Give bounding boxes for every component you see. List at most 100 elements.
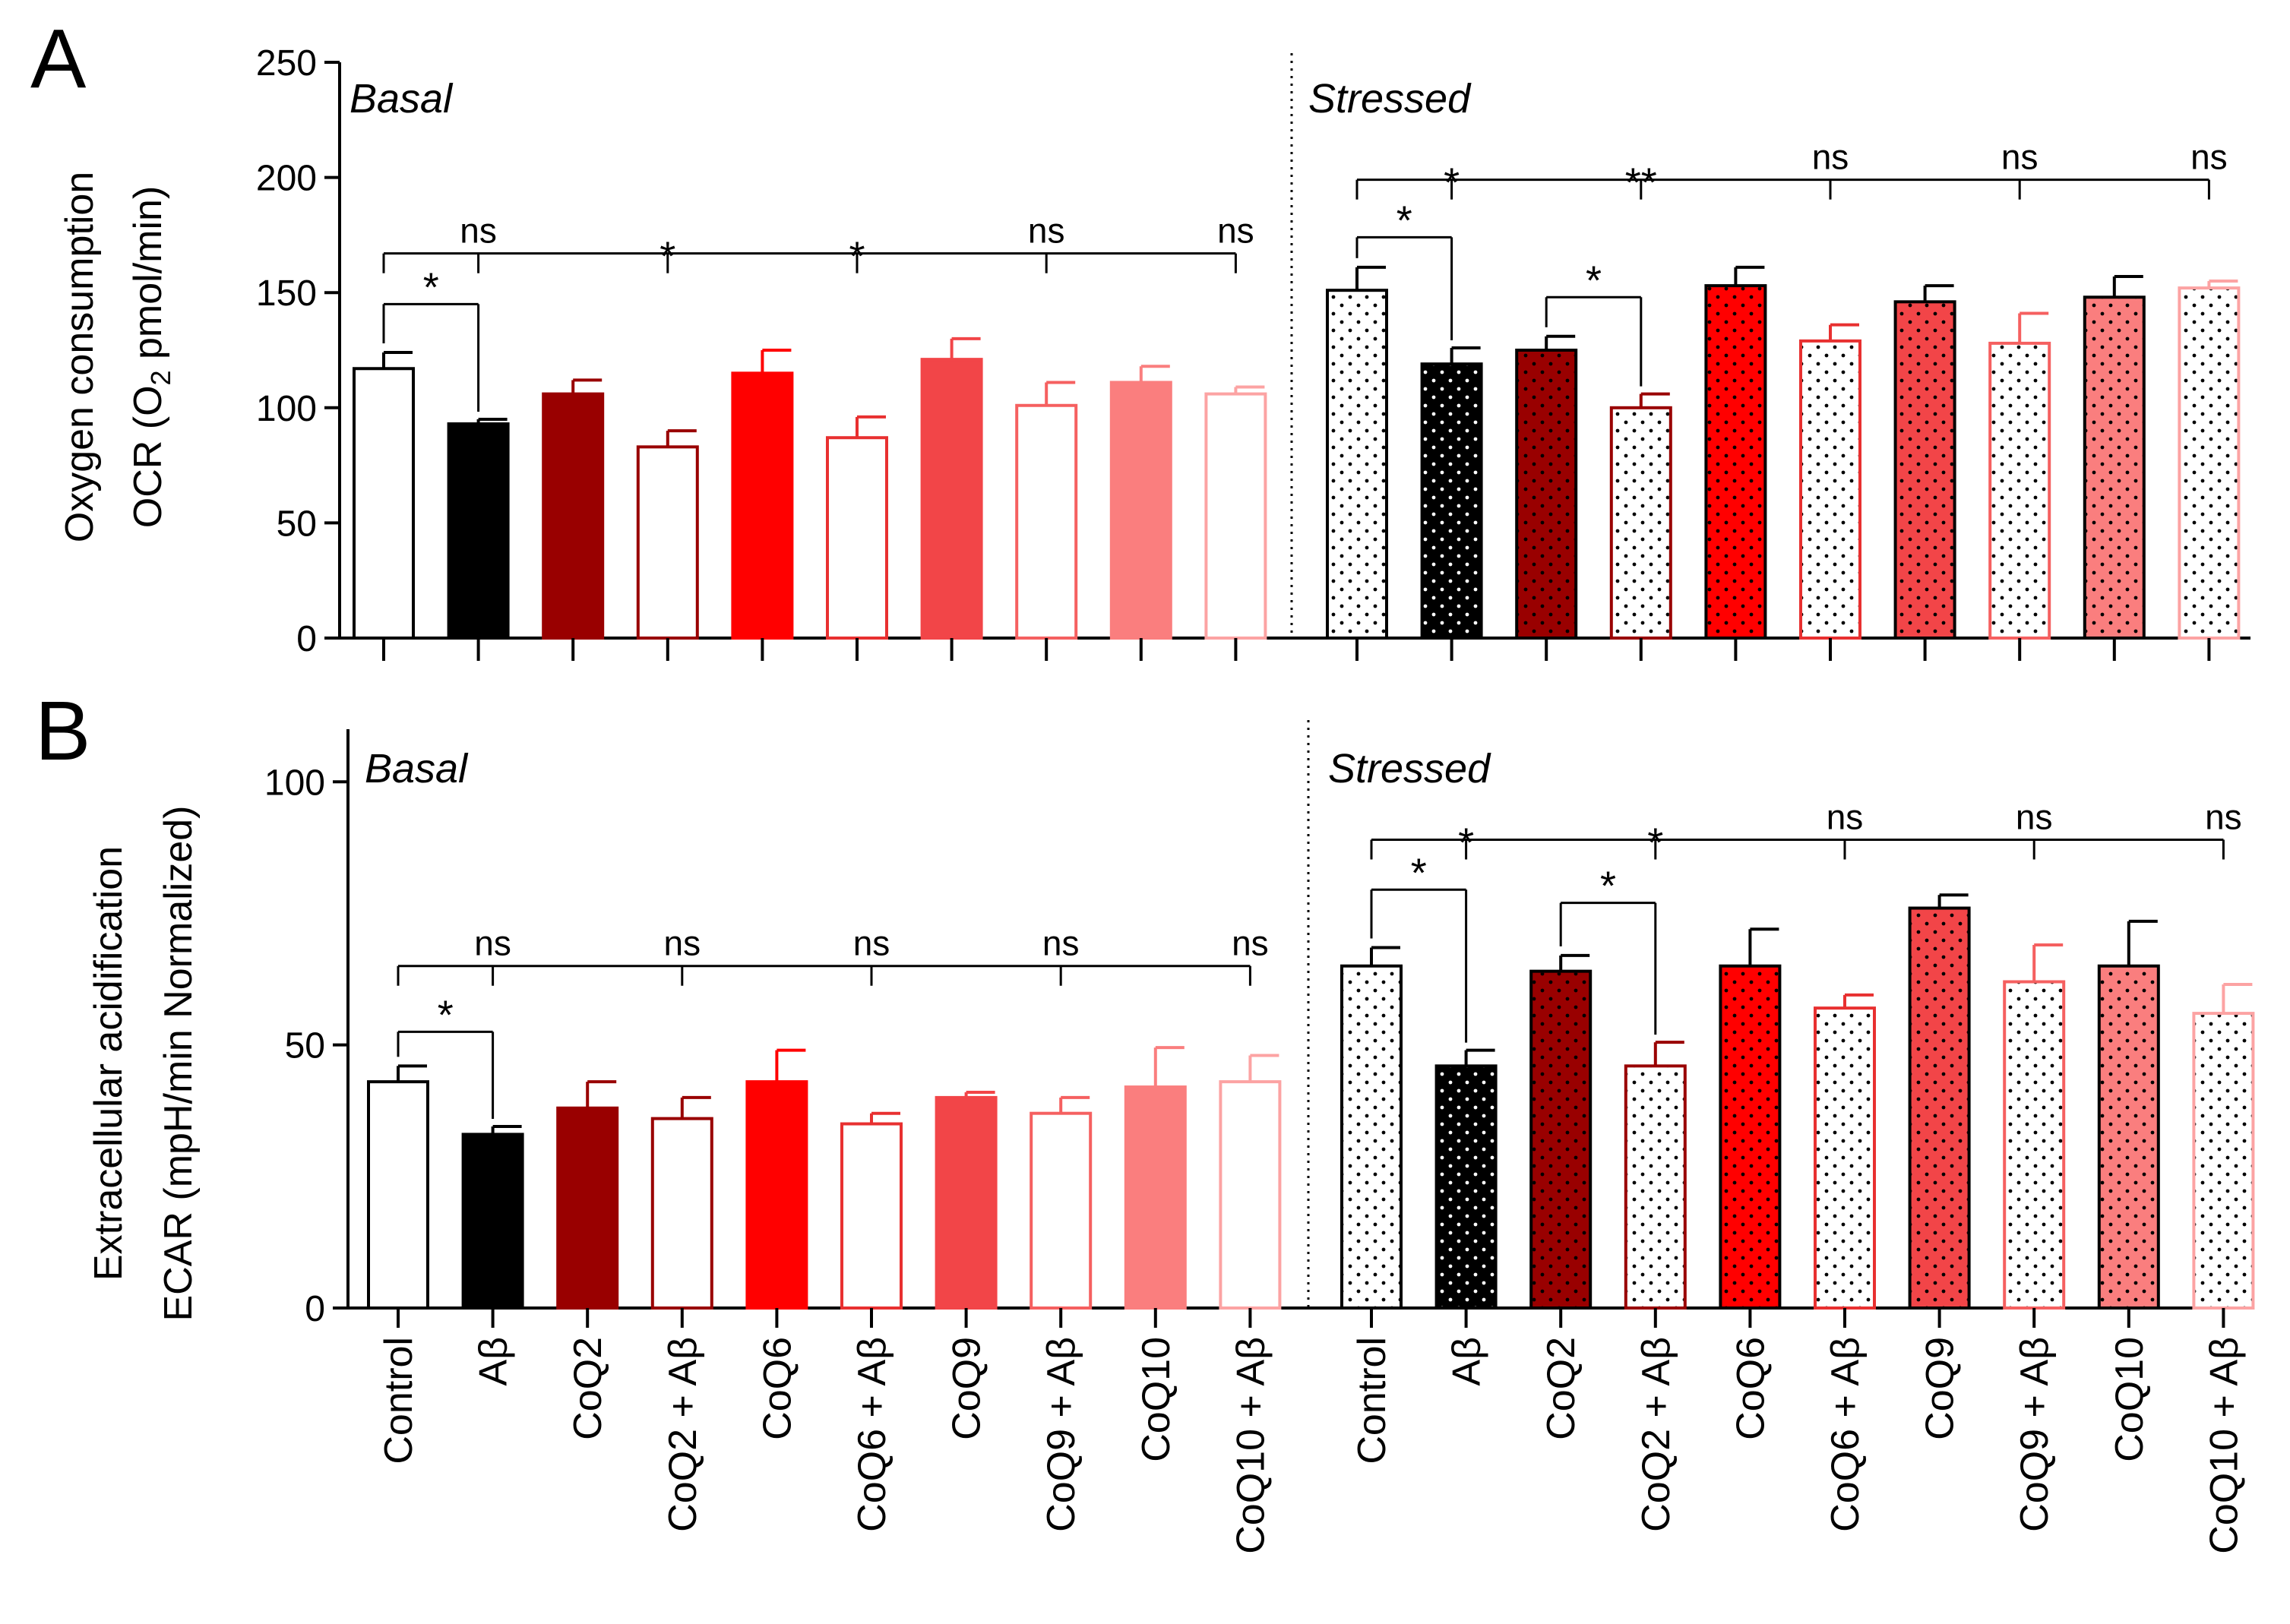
bar-dots xyxy=(1911,909,1968,1306)
bar-dots xyxy=(1896,303,1953,637)
sig-label: * xyxy=(1647,820,1663,865)
bar xyxy=(1109,381,1172,640)
bar-dots xyxy=(1991,344,2048,637)
panel-b-letter: B xyxy=(35,684,90,778)
sig-label: ns xyxy=(2016,797,2053,836)
y-tick-label: 200 xyxy=(256,159,317,199)
x-category-label: Aβ xyxy=(1445,1337,1489,1386)
x-category-label: CoQ2 xyxy=(566,1337,610,1440)
panel-b-chart: 0 50 100 Basal Stressed ns ns ns ns ns * * * ns ns ns * * xyxy=(264,720,2255,1329)
bar xyxy=(650,1117,713,1310)
x-category-label: CoQ9 xyxy=(1918,1337,1963,1440)
x-category-label: CoQ9 + Aβ xyxy=(2013,1337,2057,1532)
bar-dots xyxy=(1329,292,1385,637)
x-category-label: CoQ6 + Aβ xyxy=(1823,1337,1868,1532)
x-category-label: Aβ xyxy=(472,1337,516,1386)
bracket-label: * xyxy=(1600,864,1616,909)
basal-label: Basal xyxy=(365,746,469,791)
bar xyxy=(1204,392,1267,640)
sig-label: * xyxy=(659,234,675,280)
bar-dots xyxy=(2100,967,2157,1306)
panel-b-ylabel-line2: ECAR (mpH/min Normalized) xyxy=(157,806,201,1322)
x-category-label: CoQ2 + Aβ xyxy=(1634,1337,1678,1532)
bar xyxy=(461,1133,524,1310)
bar xyxy=(1124,1085,1187,1310)
sig-label: ns xyxy=(664,924,701,963)
sig-label: ns xyxy=(2190,137,2228,177)
bar xyxy=(1015,403,1078,640)
bar xyxy=(731,371,794,640)
bar-dots xyxy=(2086,299,2143,637)
x-category-label: CoQ10 + Aβ xyxy=(2202,1337,2246,1554)
y-tick-label: 50 xyxy=(285,1026,325,1066)
ylabel-subscript: 2 xyxy=(145,370,176,385)
bar-dots xyxy=(1802,342,1858,637)
bar xyxy=(1030,1111,1093,1310)
basal-label: Basal xyxy=(350,76,454,122)
x-category-label: CoQ2 + Aβ xyxy=(661,1337,705,1532)
bar xyxy=(542,392,605,640)
y-tick-label: 50 xyxy=(277,504,317,544)
x-category-label: CoQ2 xyxy=(1539,1337,1583,1440)
bar xyxy=(1219,1080,1282,1310)
bar xyxy=(447,422,510,640)
bar-dots xyxy=(2006,983,2063,1306)
sig-label: ns xyxy=(853,924,890,963)
x-category-label: CoQ10 xyxy=(2108,1337,2152,1462)
sig-label: ns xyxy=(1217,211,1254,251)
bracket-label: * xyxy=(423,264,439,310)
x-category-label: CoQ6 + Aβ xyxy=(850,1337,894,1532)
x-category-label: CoQ6 xyxy=(1729,1337,1773,1440)
bar-dots xyxy=(1627,1067,1684,1306)
sig-label: ns xyxy=(460,211,497,251)
y-tick-label: 0 xyxy=(305,1289,325,1329)
bar xyxy=(367,1080,429,1310)
x-category-label: Control xyxy=(1350,1337,1394,1464)
y-tick-label: 250 xyxy=(256,43,317,84)
bar-dots xyxy=(1817,1009,1873,1306)
bar xyxy=(745,1080,808,1310)
x-axis-labels: Control Aβ CoQ2 CoQ2 + Aβ CoQ6 CoQ6 + Aβ CoQ9 C… xyxy=(377,1337,2246,1554)
bracket-label: * xyxy=(1396,197,1412,243)
bracket-label: * xyxy=(1586,258,1602,303)
sig-label: ns xyxy=(1232,924,1269,963)
y-tick-label: 0 xyxy=(296,619,317,659)
y-tick-label: 150 xyxy=(256,273,317,314)
bar-dots xyxy=(1423,365,1480,637)
bar xyxy=(840,1122,903,1310)
panel-a-ylabel-line1: Oxygen consumption xyxy=(58,172,102,543)
bracket-label: * xyxy=(1411,850,1427,896)
bar-dots xyxy=(1612,409,1669,637)
sig-label: ns xyxy=(1028,211,1065,251)
x-category-label: CoQ10 + Aβ xyxy=(1229,1337,1273,1554)
sig-label: ns xyxy=(1827,797,1864,836)
bar-dots xyxy=(1518,352,1575,637)
stressed-label: Stressed xyxy=(1328,746,1491,791)
bar-dots xyxy=(1343,967,1400,1306)
bar-dots xyxy=(1707,287,1764,637)
x-category-label: Control xyxy=(377,1337,421,1464)
bracket-label: * xyxy=(438,992,454,1038)
sig-label: * xyxy=(1458,820,1474,865)
y-tick-label: 100 xyxy=(264,763,325,803)
ylabel-part: pmol/min) xyxy=(126,186,170,371)
ylabel-part: OCR (O xyxy=(126,385,170,528)
bar-dots xyxy=(1532,972,1589,1306)
x-category-label: CoQ9 xyxy=(945,1337,989,1440)
bar-dots xyxy=(2195,1015,2252,1306)
x-category-label: CoQ9 + Aβ xyxy=(1039,1337,1083,1532)
bar xyxy=(920,358,983,640)
panel-b-ylabel-line1: Extracellular acidification xyxy=(87,846,131,1281)
bar-dots xyxy=(1438,1067,1495,1306)
panel-a-letter: A xyxy=(30,12,87,106)
sig-label: ns xyxy=(474,924,511,963)
sig-label: ns xyxy=(1812,137,1849,177)
bar xyxy=(935,1095,998,1310)
sig-label: * xyxy=(849,234,865,280)
bar-dots xyxy=(2181,289,2238,637)
panel-a-ylabel-line2: OCR (O2 pmol/min) xyxy=(126,186,176,529)
stressed-label: Stressed xyxy=(1308,76,1472,122)
bar xyxy=(826,436,888,640)
